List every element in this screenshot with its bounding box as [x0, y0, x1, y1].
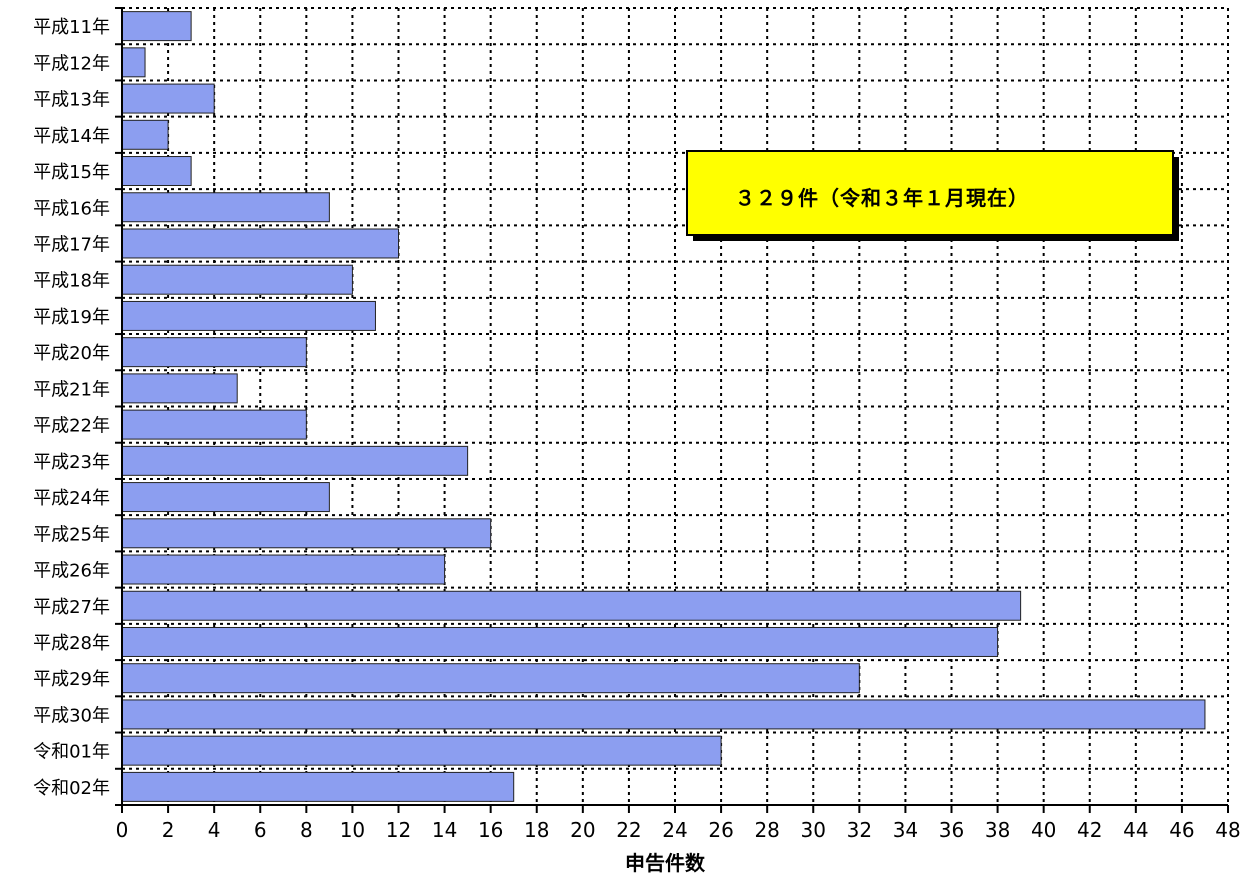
bar: [121, 300, 376, 331]
axes: [115, 7, 1229, 813]
annotation-text: ３２９件（令和３年１月現在）: [735, 186, 1029, 210]
x-tick-label: 18: [524, 818, 549, 842]
category-label: 平成26年: [33, 561, 110, 582]
bar: [121, 83, 215, 114]
bars: [121, 11, 1206, 802]
category-label: 平成22年: [33, 416, 110, 437]
category-label: 平成24年: [33, 488, 110, 509]
bar: [121, 11, 192, 42]
category-label: 平成28年: [33, 633, 110, 654]
category-label: 平成17年: [33, 234, 110, 255]
x-tick-label: 12: [386, 818, 411, 842]
category-label: 平成27年: [33, 597, 110, 618]
category-label: 平成14年: [33, 126, 110, 147]
x-tick-label: 32: [847, 818, 872, 842]
bar: [121, 771, 515, 802]
x-tick-label: 10: [340, 818, 365, 842]
bar: [121, 735, 722, 766]
x-tick-label: 24: [662, 818, 687, 842]
tick-labels: 0 2 4 6 8 10 12 14 16 18 20 22 24 26 28 30 32 34 36 38 40 42 4…: [116, 818, 1241, 842]
bar: [121, 445, 469, 476]
bar: [121, 228, 399, 259]
bar: [121, 626, 999, 657]
bar: [121, 699, 1206, 730]
category-label: 平成15年: [33, 162, 110, 183]
x-tick-label: 46: [1169, 818, 1194, 842]
annotation-box: ３２９件（令和３年１月現在）: [686, 150, 1179, 241]
x-tick-label: 20: [570, 818, 595, 842]
category-label: 平成25年: [33, 524, 110, 545]
bar: [121, 264, 353, 295]
annotation-background: [686, 150, 1174, 236]
x-tick-label: 22: [616, 818, 641, 842]
x-tick-label: 48: [1215, 818, 1240, 842]
bar: [121, 192, 330, 223]
x-tick-label: 6: [254, 818, 267, 842]
x-tick-label: 2: [162, 818, 175, 842]
x-tick-label: 0: [116, 818, 129, 842]
bar: [121, 409, 307, 440]
bar: [121, 47, 146, 78]
category-label: 平成12年: [33, 53, 110, 74]
category-labels: 平成11年平成12年平成13年平成14年平成15年平成16年平成17年平成18年…: [33, 17, 110, 799]
category-label: 平成29年: [33, 669, 110, 690]
category-label: 平成19年: [33, 307, 110, 328]
category-label: 平成11年: [33, 17, 110, 38]
x-tick-label: 8: [300, 818, 313, 842]
x-tick-label: 42: [1077, 818, 1102, 842]
category-label: 平成23年: [33, 452, 110, 473]
grid-lines: [122, 7, 1229, 805]
x-tick-label: 16: [478, 818, 503, 842]
category-label: 平成16年: [33, 198, 110, 219]
category-label: 平成20年: [33, 343, 110, 364]
x-tick-label: 34: [893, 818, 918, 842]
category-label: 平成13年: [33, 90, 110, 111]
bar: [121, 482, 330, 513]
x-tick-label: 26: [708, 818, 733, 842]
x-axis-title: 申告件数: [625, 851, 706, 875]
bar: [121, 156, 192, 187]
bar: [121, 663, 860, 694]
x-tick-label: 4: [208, 818, 221, 842]
bar: [121, 337, 307, 368]
x-tick-label: 40: [1031, 818, 1056, 842]
x-tick-label: 38: [985, 818, 1010, 842]
category-label: 平成21年: [33, 379, 110, 400]
x-tick-label: 28: [754, 818, 779, 842]
x-tick-label: 30: [801, 818, 826, 842]
x-tick-label: 36: [939, 818, 964, 842]
bar: [121, 119, 169, 150]
bar: [121, 518, 492, 549]
category-label: 令和01年: [33, 742, 110, 763]
x-tick-label: 14: [432, 818, 457, 842]
category-label: 令和02年: [33, 778, 110, 799]
bar: [121, 554, 446, 585]
bar: [121, 590, 1022, 621]
bar: [121, 373, 238, 404]
category-label: 平成18年: [33, 271, 110, 292]
category-label: 平成30年: [33, 705, 110, 726]
x-tick-label: 44: [1123, 818, 1148, 842]
